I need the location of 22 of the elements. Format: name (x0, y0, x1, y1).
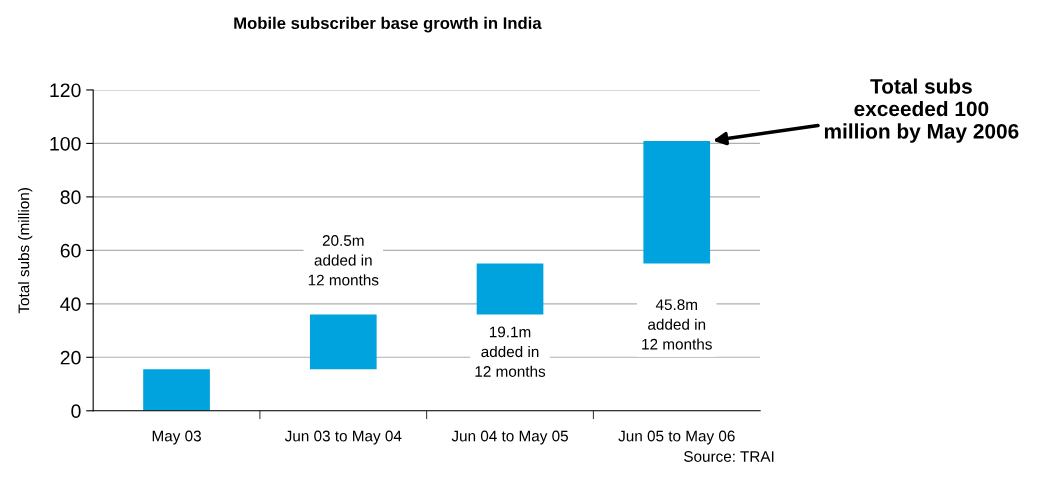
bar (643, 141, 711, 264)
y-tick-label: 120 (50, 83, 81, 98)
y-tick-label: 100 (50, 136, 81, 151)
annotation: 45.8m added in 12 months (642, 299, 712, 350)
y-tick-label: 60 (60, 243, 81, 258)
annotation: 20.5m added in 12 months (308, 235, 379, 286)
y-tick-label: 0 (71, 404, 81, 419)
x-tick-label: Jun 05 to May 06 (618, 430, 735, 445)
x-tick-label: May 03 (152, 430, 201, 445)
bar (476, 263, 544, 315)
chart-title: Mobile subscriber base growth in India (234, 16, 542, 33)
y-tick-label: 80 (60, 190, 81, 205)
source-note: Source: TRAI (684, 451, 774, 462)
bar (309, 314, 377, 370)
y-axis-title: Total subs (million) (18, 188, 33, 314)
y-tick-label: 40 (60, 297, 81, 312)
x-tick-label: Jun 04 to May 05 (451, 430, 568, 445)
annotation: 19.1m added in 12 months (475, 326, 546, 377)
text: Total subs exceeded 100 million by May 2006 (824, 78, 1019, 143)
x-tick-label: Jun 03 to May 04 (284, 430, 402, 445)
y-tick-label: 20 (60, 350, 81, 365)
bar (143, 369, 210, 411)
